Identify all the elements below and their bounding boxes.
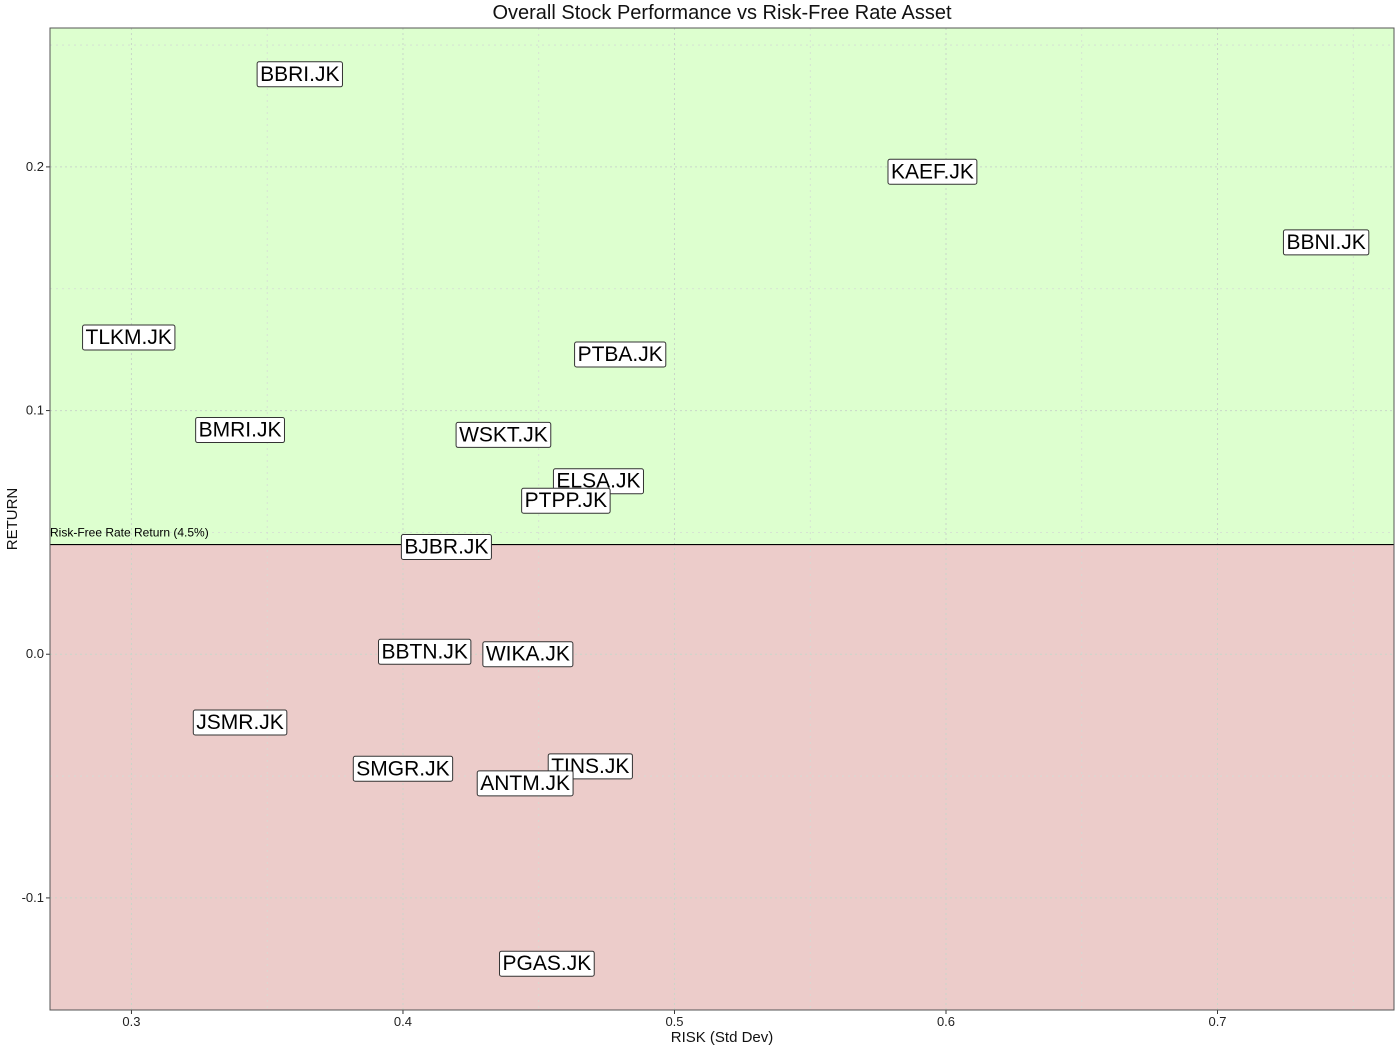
x-tick-label: 0.5 <box>665 1014 683 1029</box>
point-labels: BBRI.JK KAEF.JK BBNI.JK TLKM.JK PTBA.JK BMRI.… <box>82 61 1370 977</box>
point-label-text: BMRI.JK <box>199 419 282 442</box>
point-label-text: TLKM.JK <box>86 326 172 349</box>
point-label: KAEF.JK <box>887 158 978 185</box>
point-label-box <box>256 61 343 88</box>
risk-free-label: Risk-Free Rate Return (4.5%) <box>50 526 209 540</box>
risk-free-line-group: Risk-Free Rate Return (4.5%) <box>50 526 1394 546</box>
y-tick-label: -0.1 <box>22 890 44 905</box>
point-label: PGAS.JK <box>499 950 595 977</box>
grid <box>50 28 1394 1010</box>
point-label: BJBR.JK <box>400 534 492 561</box>
point-label: JSMR.JK <box>192 709 288 736</box>
x-tick-label: 0.6 <box>937 1014 955 1029</box>
point-label: WSKT.JK <box>455 421 552 448</box>
point-label-text: JSMR.JK <box>196 711 284 734</box>
point-label: BMRI.JK <box>195 417 285 444</box>
point-label-text: SMGR.JK <box>356 757 449 780</box>
point-label-text: PGAS.JK <box>503 952 592 975</box>
point-label-box <box>195 417 285 444</box>
point-label-box <box>352 755 454 782</box>
point-label-box <box>378 638 472 665</box>
point-label: BBRI.JK <box>256 61 343 88</box>
y-tick-label: 0.1 <box>26 403 44 418</box>
region-backgrounds <box>50 28 1394 1010</box>
y-tick-label: 0.0 <box>26 646 44 661</box>
y-axis-label: RETURN <box>4 488 21 551</box>
point-label: TLKM.JK <box>82 324 176 351</box>
point-label: ANTM.JK <box>476 770 574 797</box>
point-label-box <box>400 534 492 561</box>
below-risk-free-region <box>50 544 1394 1010</box>
point-label-box <box>521 487 611 514</box>
point-label-text: WSKT.JK <box>459 423 548 446</box>
point-label-text: ANTM.JK <box>480 772 570 795</box>
point-label-box <box>499 950 595 977</box>
point-label-box <box>192 709 288 736</box>
point-label-box <box>574 341 667 368</box>
point-label: BBTN.JK <box>378 638 472 665</box>
chart-title: Overall Stock Performance vs Risk-Free R… <box>492 2 951 24</box>
x-tick-label: 0.4 <box>394 1014 412 1029</box>
point-label-text: ELSA.JK <box>556 470 640 493</box>
point-label: SMGR.JK <box>352 755 454 782</box>
point-label: PTBA.JK <box>574 341 667 368</box>
point-label: BBNI.JK <box>1282 229 1370 256</box>
point-label-text: BBTN.JK <box>382 640 468 663</box>
axes: 0.3 0.4 0.5 0.6 0.7 -0.1 0.0 0.1 0.2 <box>22 159 1227 1029</box>
point-label-text: KAEF.JK <box>891 160 974 183</box>
point-label-text: WIKA.JK <box>486 643 570 666</box>
point-label: WIKA.JK <box>482 641 574 668</box>
x-tick-label: 0.7 <box>1208 1014 1226 1029</box>
point-label-box <box>455 421 552 448</box>
y-tick-label: 0.2 <box>26 159 44 174</box>
point-label-box <box>476 770 574 797</box>
point-label-box <box>482 641 574 668</box>
x-tick-label: 0.3 <box>122 1014 140 1029</box>
point-label: PTPP.JK <box>521 487 611 514</box>
point-label-text: BJBR.JK <box>404 536 488 559</box>
point-label-box <box>82 324 176 351</box>
above-risk-free-region <box>50 28 1394 545</box>
point-label-text: PTBA.JK <box>578 343 663 366</box>
point-label-box <box>1282 229 1370 256</box>
point-label-text: PTPP.JK <box>525 489 607 512</box>
point-label-box <box>887 158 978 185</box>
point-label-text: BBRI.JK <box>260 63 339 86</box>
panel-border <box>49 27 1395 1011</box>
x-axis-label: RISK (Std Dev) <box>671 1029 774 1046</box>
point-label-text: BBNI.JK <box>1286 231 1365 254</box>
